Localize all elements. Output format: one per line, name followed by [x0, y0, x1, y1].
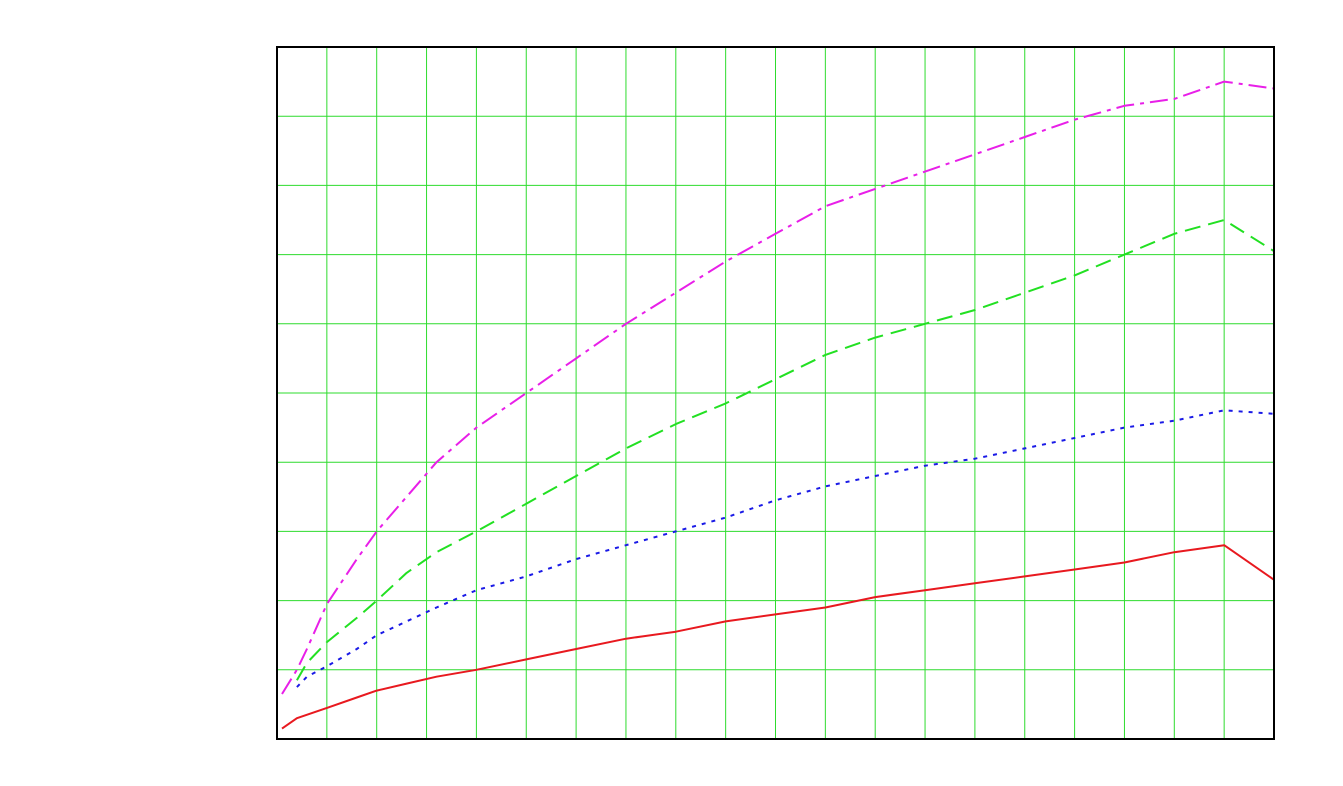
series-line-2 — [296, 409, 1275, 688]
series-line-3 — [296, 219, 1275, 681]
series-group — [281, 80, 1275, 730]
grid — [277, 47, 1274, 739]
plot-frame — [276, 46, 1275, 740]
series-line-4 — [281, 80, 1275, 695]
series-line-1 — [281, 544, 1275, 730]
